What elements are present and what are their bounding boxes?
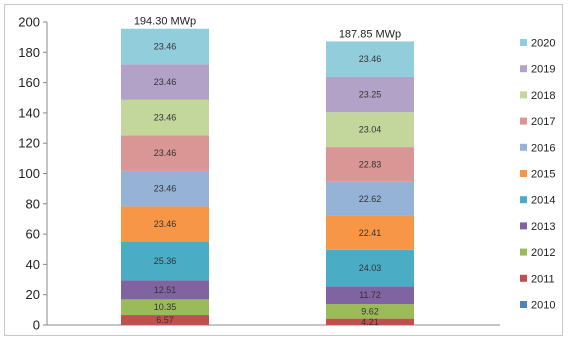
legend-swatch — [520, 274, 527, 282]
y-tick-label: 160 — [18, 75, 40, 90]
data-label: 23.46 — [154, 42, 177, 52]
legend-swatch — [520, 39, 527, 46]
bar-segment-2012 — [121, 299, 209, 316]
data-label: 22.41 — [359, 228, 382, 238]
data-label: 25.36 — [154, 256, 177, 266]
legend-label: 2019 — [531, 64, 555, 76]
legend-swatch — [520, 222, 527, 230]
bar-segment-2019 — [326, 76, 414, 113]
y-tick-label: 80 — [26, 196, 40, 211]
legend-item-2013: 2013 — [520, 221, 555, 233]
bar-segment-2017 — [121, 135, 209, 171]
legend-label: 2011 — [531, 273, 555, 285]
legend-swatch — [520, 65, 527, 73]
data-label: 9.62 — [361, 306, 379, 316]
data-label: 24.03 — [359, 263, 382, 273]
data-label: 23.25 — [359, 90, 382, 100]
legend-item-2018: 2018 — [520, 90, 555, 102]
legend-swatch — [520, 301, 527, 308]
legend-item-2017: 2017 — [520, 116, 555, 128]
data-label: 23.46 — [154, 148, 177, 158]
legend-item-2011: 2011 — [520, 273, 555, 285]
bar-total-label: 187.85 MWp — [339, 28, 401, 40]
data-label: 23.46 — [154, 77, 177, 87]
data-label: 23.46 — [154, 219, 177, 229]
bar-segment-2014 — [326, 249, 414, 287]
data-label: 10.35 — [154, 302, 177, 312]
bar-stack: 6.57 10.35 12.51 25.36 23.46 23.46 23.46 23.46 2… — [121, 16, 209, 325]
bars: 6.57 10.35 12.51 25.36 23.46 23.46 23.46 23.46 2… — [121, 16, 414, 327]
legend-label: 2014 — [531, 195, 555, 207]
bar-total-label: 194.30 MWp — [134, 16, 196, 28]
legend-item-2016: 2016 — [520, 142, 555, 154]
bar-segment-2015 — [326, 215, 414, 250]
legend-item-2019: 2019 — [520, 64, 555, 76]
bar-segment-2011 — [326, 318, 414, 325]
bar-segment-2016 — [326, 181, 414, 216]
data-label: 6.57 — [156, 315, 174, 325]
y-tick-label: 100 — [18, 166, 40, 181]
data-label: 11.72 — [359, 290, 381, 300]
data-label: 12.51 — [154, 285, 177, 295]
bar-segment-2013 — [121, 280, 209, 300]
y-tick-label: 0 — [33, 318, 40, 333]
legend-item-2012: 2012 — [520, 247, 555, 259]
legend-item-2014: 2014 — [520, 195, 555, 207]
legend-label: 2013 — [531, 221, 555, 233]
legend-label: 2020 — [531, 38, 555, 50]
legend-label: 2016 — [531, 142, 555, 154]
legend-label: 2010 — [531, 300, 555, 312]
legend-swatch — [520, 117, 527, 125]
bar-segment-2013 — [326, 286, 414, 305]
legend-swatch — [520, 170, 527, 177]
legend-swatch — [520, 248, 527, 256]
legend-swatch — [520, 91, 527, 99]
bar-segment-2014 — [121, 241, 209, 281]
bar-segment-2012 — [326, 304, 414, 319]
bar-segment-2011 — [121, 315, 209, 325]
y-tick-label: 60 — [26, 227, 40, 242]
y-tick-label: 120 — [18, 136, 40, 151]
data-label: 4.21 — [361, 317, 379, 327]
legend: 2020 2019 2018 2017 2016 2015 2014 2013 2012 2011… — [520, 38, 555, 312]
bar-segment-2020 — [121, 28, 209, 65]
bar-segment-2019 — [121, 64, 209, 100]
data-label: 22.83 — [359, 159, 382, 169]
y-tick-label: 180 — [18, 45, 40, 60]
legend-label: 2018 — [531, 90, 555, 102]
chart-frame — [4, 4, 563, 336]
bar-stack: 4.219.62 11.72 24.03 22.41 22.62 22.83 23.04 23… — [326, 28, 414, 327]
legend-swatch — [520, 196, 527, 204]
y-tick-label: 140 — [18, 105, 40, 120]
data-label: 23.04 — [359, 125, 382, 135]
legend-label: 2012 — [531, 247, 555, 259]
data-label: 22.62 — [359, 194, 382, 204]
bar-segment-2018 — [326, 112, 414, 148]
data-label: 23.46 — [154, 184, 177, 194]
bar-segment-2018 — [121, 99, 209, 136]
y-tick-label: 40 — [26, 257, 40, 272]
y-axis: 0 20 40 60 80 100 120 140 160 180 200 — [18, 15, 500, 333]
legend-item-2010: 2010 — [520, 300, 555, 312]
y-tick-label: 200 — [18, 15, 40, 30]
bar-segment-2016 — [121, 170, 209, 207]
data-label: 23.46 — [154, 113, 177, 123]
legend-item-2015: 2015 — [520, 169, 555, 181]
legend-label: 2015 — [531, 169, 555, 181]
bar-segment-2020 — [326, 41, 414, 77]
y-tick-label: 20 — [26, 287, 40, 302]
legend-item-2020: 2020 — [520, 38, 555, 50]
bar-segment-2017 — [326, 147, 414, 182]
legend-swatch — [520, 143, 527, 151]
bar-segment-2015 — [121, 206, 209, 242]
data-label: 23.46 — [359, 54, 382, 64]
legend-label: 2017 — [531, 116, 555, 128]
